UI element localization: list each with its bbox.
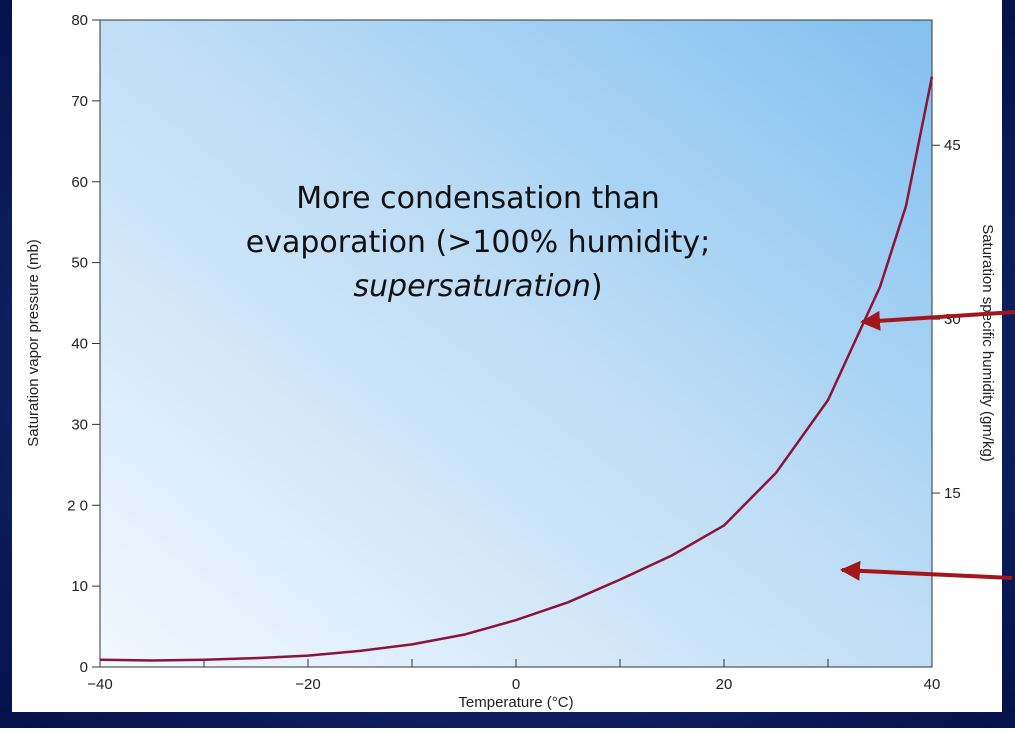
y2-tick-label: 30 <box>944 311 961 328</box>
annotation-emphasis: supersaturation <box>353 269 590 304</box>
annotation: More condensation than evaporation (>100… <box>246 181 710 304</box>
y-tick-label: 30 <box>71 416 88 433</box>
y-tick-label: 70 <box>71 93 88 110</box>
plot-area <box>99 19 933 668</box>
y2-tick-label: 45 <box>944 137 961 154</box>
y-tick-label: 2 0 <box>67 497 88 514</box>
y-tick-label: 10 <box>71 578 88 595</box>
annotation-line: evaporation (>100% humidity; <box>246 225 710 260</box>
annotation-line: supersaturation) <box>353 269 602 304</box>
y-tick-label: 60 <box>71 174 88 191</box>
y-tick-label: 40 <box>71 336 88 353</box>
data-line <box>99 76 934 662</box>
x-axis-label: Temperature (°C) <box>458 694 573 711</box>
x-tick-label: −40 <box>87 676 112 693</box>
arrow <box>840 560 1013 581</box>
x-tick-label: 20 <box>716 676 733 693</box>
x-tick-label: −20 <box>295 676 320 693</box>
arrow <box>860 310 1015 331</box>
y-tick-label: 80 <box>71 12 88 29</box>
y-tick-label: 50 <box>71 255 88 272</box>
y2-tick-label: 15 <box>944 485 961 502</box>
x-tick-label: 0 <box>512 676 520 693</box>
annotation-closing: ) <box>591 269 603 304</box>
annotation-line: More condensation than <box>296 181 659 216</box>
x-tick-label: 40 <box>924 676 941 693</box>
y-axis-label: Saturation vapor pressure (mb) <box>25 239 42 447</box>
y-tick-label: 0 <box>80 659 88 676</box>
y2-axis-label: Saturation specific humidity (gm/kg) <box>979 224 996 462</box>
